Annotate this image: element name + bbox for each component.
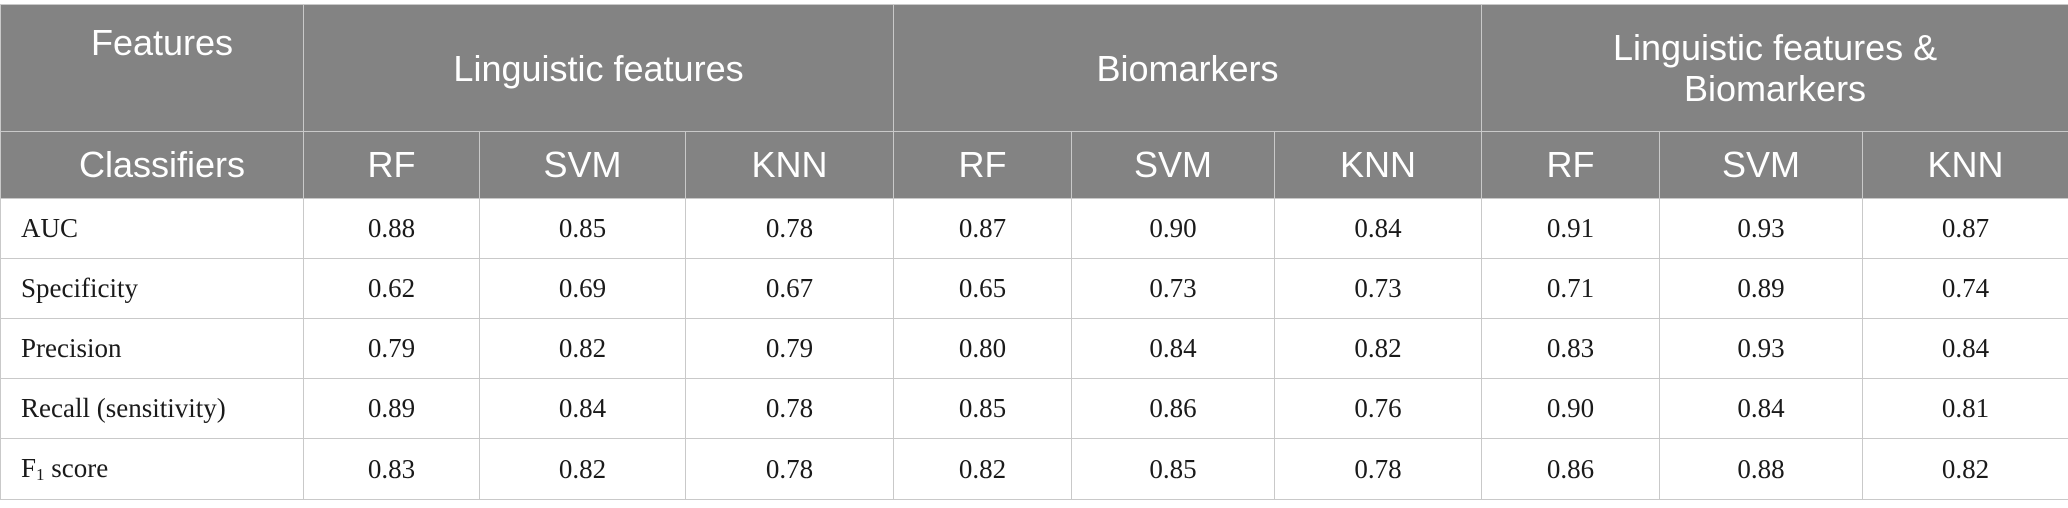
metric-value-cell: 0.84 xyxy=(479,378,686,439)
metric-value-cell: 0.84 xyxy=(1274,198,1483,259)
metric-value-cell: 0.82 xyxy=(893,438,1073,500)
classifier-header: KNN xyxy=(684,131,895,199)
metric-value-cell: 0.87 xyxy=(1862,198,2068,259)
metric-value-cell: 0.84 xyxy=(1862,318,2068,379)
group-header-biomarkers: Biomarkers xyxy=(893,4,1483,132)
metric-value-cell: 0.78 xyxy=(684,378,895,439)
metric-value-cell: 0.91 xyxy=(1481,198,1661,259)
classifier-header: RF xyxy=(893,131,1073,199)
metric-value-cell: 0.82 xyxy=(1862,438,2068,500)
metric-value-cell: 0.80 xyxy=(893,318,1073,379)
metric-value-cell: 0.82 xyxy=(1274,318,1483,379)
metric-value-cell: 0.84 xyxy=(1071,318,1276,379)
metric-label: AUC xyxy=(0,198,304,259)
table-row: F1 score 0.83 0.82 0.78 0.82 0.85 0.78 0.86 0.88… xyxy=(0,438,2068,500)
metric-value-cell: 0.86 xyxy=(1481,438,1661,500)
metric-label: Precision xyxy=(0,318,304,379)
metric-value-cell: 0.85 xyxy=(1071,438,1276,500)
metric-value-cell: 0.82 xyxy=(479,438,686,500)
metric-value-cell: 0.78 xyxy=(1274,438,1483,500)
metric-value-cell: 0.89 xyxy=(1659,258,1864,319)
metric-label: F1 score xyxy=(0,438,304,500)
table-row: Recall (sensitivity) 0.89 0.84 0.78 0.85 0.86… xyxy=(0,378,2068,439)
metric-value-cell: 0.88 xyxy=(303,198,480,259)
results-table: Features Linguistic features Biomarkers … xyxy=(0,4,2068,500)
classifier-header: RF xyxy=(303,131,480,199)
metric-label: Recall (sensitivity) xyxy=(0,378,304,439)
group-header-combined: Linguistic features & Biomarkers xyxy=(1481,4,2068,132)
metric-value-cell: 0.76 xyxy=(1274,378,1483,439)
classifier-header: KNN xyxy=(1862,131,2068,199)
metric-value-cell: 0.73 xyxy=(1274,258,1483,319)
metric-value-cell: 0.62 xyxy=(303,258,480,319)
metric-value-cell: 0.81 xyxy=(1862,378,2068,439)
metric-value-cell: 0.83 xyxy=(303,438,480,500)
metric-value-cell: 0.93 xyxy=(1659,198,1864,259)
features-header: Features xyxy=(0,4,304,132)
classifier-header: SVM xyxy=(479,131,686,199)
classifier-header: SVM xyxy=(1659,131,1864,199)
metric-value-cell: 0.65 xyxy=(893,258,1073,319)
metric-value-cell: 0.69 xyxy=(479,258,686,319)
metric-value-cell: 0.71 xyxy=(1481,258,1661,319)
table-row: Specificity 0.62 0.69 0.67 0.65 0.73 0.73 0.71 0… xyxy=(0,258,2068,319)
metric-value-cell: 0.89 xyxy=(303,378,480,439)
metric-value-cell: 0.78 xyxy=(684,438,895,500)
classifier-header: SVM xyxy=(1071,131,1276,199)
metric-value-cell: 0.83 xyxy=(1481,318,1661,379)
metric-value-cell: 0.84 xyxy=(1659,378,1864,439)
classifier-header: RF xyxy=(1481,131,1661,199)
metric-value-cell: 0.87 xyxy=(893,198,1073,259)
table-body: AUC 0.88 0.85 0.78 0.87 0.90 0.84 0.91 0.93 0.87 S… xyxy=(0,198,2068,500)
metric-value-cell: 0.79 xyxy=(303,318,480,379)
metric-value-cell: 0.85 xyxy=(893,378,1073,439)
classifier-header-row: Classifiers RF SVM KNN RF SVM KNN RF SVM… xyxy=(0,131,2068,199)
metric-label: Specificity xyxy=(0,258,304,319)
metric-value-cell: 0.88 xyxy=(1659,438,1864,500)
metric-value-cell: 0.90 xyxy=(1481,378,1661,439)
group-header-row: Features Linguistic features Biomarkers … xyxy=(0,4,2068,132)
metric-value-cell: 0.78 xyxy=(684,198,895,259)
classifier-header: KNN xyxy=(1274,131,1483,199)
metric-value-cell: 0.79 xyxy=(684,318,895,379)
table-row: AUC 0.88 0.85 0.78 0.87 0.90 0.84 0.91 0.93 0.87 xyxy=(0,198,2068,259)
metric-value-cell: 0.85 xyxy=(479,198,686,259)
table-row: Precision 0.79 0.82 0.79 0.80 0.84 0.82 0.83 0.9… xyxy=(0,318,2068,379)
metric-value-cell: 0.86 xyxy=(1071,378,1276,439)
classifiers-header: Classifiers xyxy=(0,131,304,199)
metric-value-cell: 0.82 xyxy=(479,318,686,379)
metric-value-cell: 0.73 xyxy=(1071,258,1276,319)
metric-value-cell: 0.74 xyxy=(1862,258,2068,319)
metric-value-cell: 0.90 xyxy=(1071,198,1276,259)
metric-value-cell: 0.93 xyxy=(1659,318,1864,379)
group-header-linguistic: Linguistic features xyxy=(302,4,895,132)
metric-value-cell: 0.67 xyxy=(684,258,895,319)
